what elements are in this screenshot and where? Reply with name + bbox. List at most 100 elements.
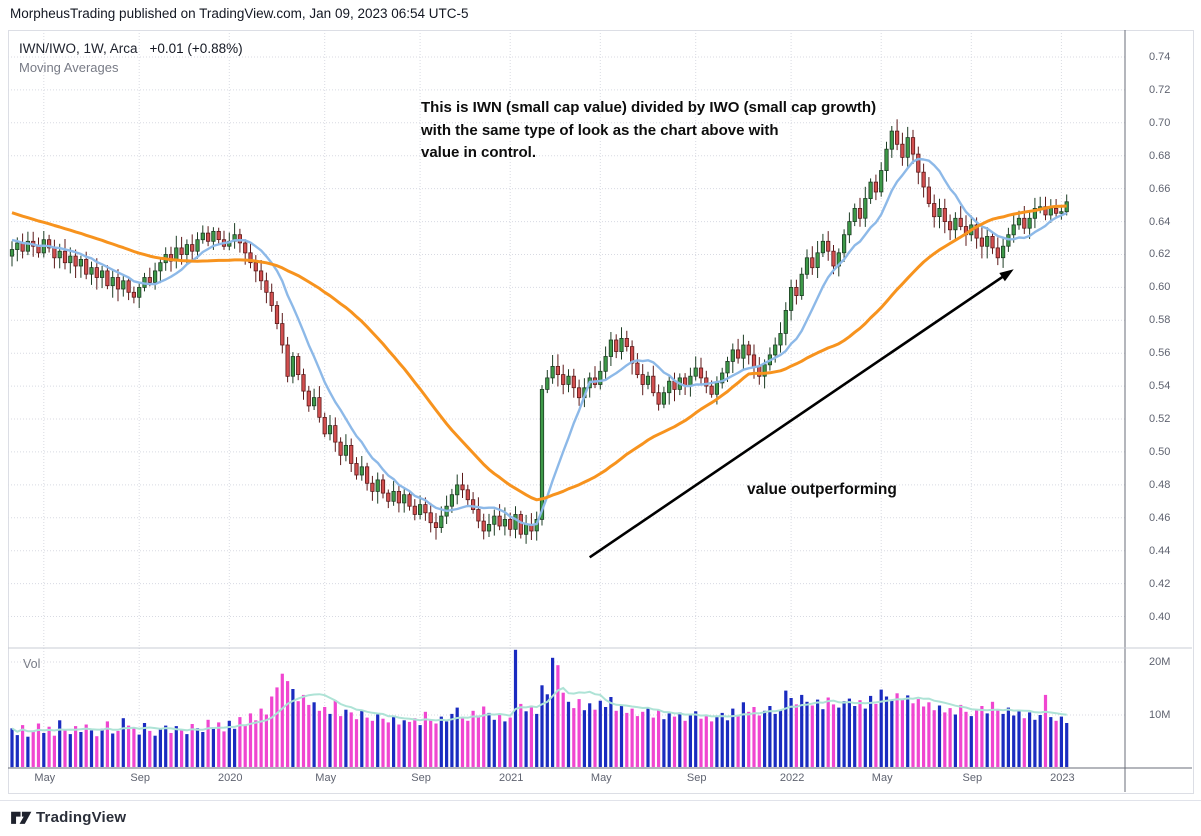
candle-body bbox=[492, 515, 497, 525]
volume-bar bbox=[142, 723, 147, 767]
candle-body bbox=[380, 479, 386, 494]
volume-bar bbox=[243, 725, 247, 767]
candle-body bbox=[115, 277, 121, 290]
price-tick-label: 0.40 bbox=[1149, 610, 1171, 623]
volume-bar bbox=[683, 720, 687, 767]
volume-bar bbox=[407, 721, 412, 767]
volume-bar bbox=[42, 733, 46, 767]
candle-body bbox=[121, 280, 126, 290]
candle-body bbox=[953, 217, 958, 231]
candle-body bbox=[73, 255, 78, 267]
volume-bar bbox=[111, 733, 115, 767]
candle-body bbox=[815, 252, 820, 269]
volume-bar bbox=[275, 687, 279, 767]
volume-bar bbox=[641, 711, 645, 767]
candle-body bbox=[200, 232, 205, 241]
volume-bar bbox=[100, 728, 104, 767]
candle-body bbox=[126, 280, 131, 293]
candle-body bbox=[258, 270, 264, 282]
volume-bar bbox=[980, 706, 984, 767]
volume-bar bbox=[164, 725, 168, 767]
volume-bar bbox=[831, 704, 836, 767]
axes-frame bbox=[8, 30, 1192, 792]
candle-body bbox=[889, 130, 894, 150]
volume-bar bbox=[15, 735, 19, 767]
candle-body bbox=[1022, 217, 1027, 229]
volume-bar bbox=[386, 722, 390, 767]
price-tick-label: 0.48 bbox=[1149, 478, 1171, 491]
candle-body bbox=[190, 244, 195, 252]
volume-bar bbox=[84, 724, 88, 767]
volume-bar bbox=[206, 719, 210, 767]
volume-bar bbox=[704, 714, 708, 767]
volume-bar bbox=[593, 709, 597, 767]
time-tick-label: 2021 bbox=[498, 772, 524, 784]
volume-bar bbox=[932, 710, 936, 767]
candle-body bbox=[608, 339, 614, 357]
candle-body bbox=[152, 270, 158, 283]
candle-body bbox=[942, 207, 947, 222]
volume-bar bbox=[471, 710, 475, 767]
candle-body bbox=[746, 344, 751, 356]
volume-bar bbox=[699, 718, 703, 767]
candle-body bbox=[895, 130, 900, 145]
symbol-title: IWN/IWO, 1W, Arca bbox=[19, 41, 138, 56]
volume-bar bbox=[1001, 713, 1005, 767]
volume-bar bbox=[47, 726, 51, 767]
volume-bar bbox=[535, 713, 539, 767]
price-tick-label: 0.72 bbox=[1149, 83, 1171, 96]
candle-body bbox=[651, 375, 656, 394]
volume-bar bbox=[1043, 694, 1048, 767]
candle-body bbox=[205, 232, 211, 242]
volume-bar bbox=[418, 725, 422, 767]
candle-body bbox=[778, 333, 783, 346]
volume-bar bbox=[524, 711, 528, 767]
candle-body bbox=[417, 504, 423, 515]
price-tick-label: 0.46 bbox=[1149, 511, 1171, 524]
candle-body bbox=[709, 385, 714, 395]
volume-tick-label: 10M bbox=[1149, 709, 1171, 721]
price-tick-label: 0.70 bbox=[1149, 116, 1171, 129]
candle-body bbox=[343, 444, 349, 456]
volume-bar bbox=[598, 700, 602, 767]
volume-bar bbox=[519, 703, 523, 767]
volume-bar bbox=[948, 708, 952, 767]
candle-body bbox=[948, 221, 953, 231]
price-pane[interactable] bbox=[8, 30, 1192, 648]
price-tick-label: 0.52 bbox=[1149, 413, 1171, 426]
volume-bar bbox=[1065, 723, 1069, 767]
candle-body bbox=[900, 143, 905, 158]
candle-body bbox=[147, 277, 152, 283]
volume-pane[interactable] bbox=[8, 648, 1192, 769]
volume-bar bbox=[312, 702, 316, 767]
candle-body bbox=[783, 309, 788, 334]
price-tick-label: 0.42 bbox=[1149, 577, 1171, 590]
candle-body bbox=[879, 170, 884, 193]
candle-body bbox=[354, 463, 359, 476]
volume-bar bbox=[137, 734, 141, 767]
tradingview-logo-icon[interactable] bbox=[10, 809, 32, 827]
volume-bar bbox=[953, 714, 957, 767]
volume-bar bbox=[217, 722, 221, 767]
price-tick-label: 0.58 bbox=[1149, 314, 1171, 327]
volume-bar bbox=[174, 726, 178, 767]
candle-body bbox=[773, 344, 778, 356]
symbol-header[interactable]: IWN/IWO, 1W, Arca +0.01 (+0.88%) bbox=[19, 41, 243, 56]
candle-body bbox=[571, 375, 576, 389]
volume-indicator-label[interactable]: Vol bbox=[23, 657, 41, 671]
indicator-legend[interactable]: Moving Averages bbox=[19, 60, 119, 75]
tradingview-brand-link[interactable]: TradingView bbox=[36, 809, 127, 826]
volume-bar bbox=[492, 719, 496, 767]
volume-bar bbox=[821, 709, 825, 767]
volume-bar bbox=[1012, 715, 1016, 767]
volume-bar bbox=[365, 717, 369, 767]
candle-body bbox=[667, 380, 672, 394]
candle-body bbox=[937, 207, 942, 217]
candle-body bbox=[614, 339, 619, 352]
volume-bar bbox=[116, 730, 120, 767]
candle-body bbox=[62, 250, 68, 264]
candle-body bbox=[439, 515, 444, 528]
candle-body bbox=[502, 519, 508, 527]
candle-body bbox=[105, 270, 110, 287]
volume-bar bbox=[148, 730, 152, 767]
